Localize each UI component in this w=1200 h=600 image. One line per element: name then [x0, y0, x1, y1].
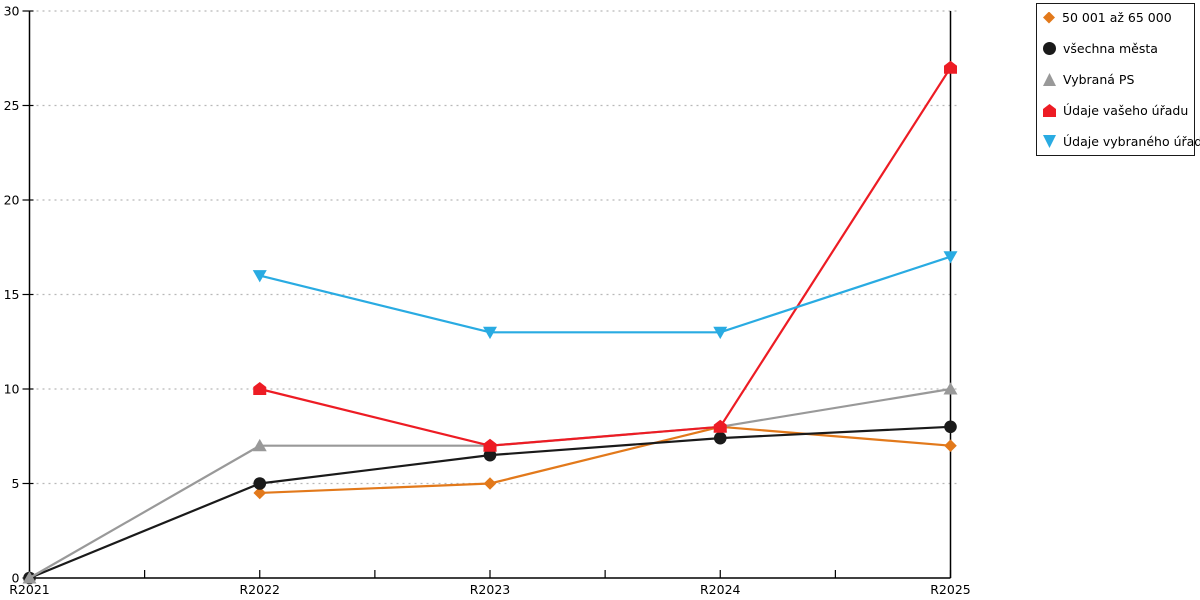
legend-label: Údaje vašeho úřadu — [1063, 103, 1189, 118]
triangle-down-icon — [1043, 135, 1056, 148]
pentagon-icon — [1043, 104, 1056, 117]
svg-text:5: 5 — [12, 476, 20, 491]
diamond-icon — [1043, 11, 1055, 24]
svg-text:0: 0 — [12, 571, 20, 586]
svg-text:R2024: R2024 — [700, 582, 741, 597]
legend-item: všechna města — [1043, 42, 1188, 55]
legend-label: všechna města — [1063, 41, 1158, 56]
svg-text:20: 20 — [4, 193, 20, 208]
legend-label: Vybraná PS — [1063, 72, 1135, 87]
svg-text:R2021: R2021 — [9, 582, 50, 597]
svg-text:R2025: R2025 — [930, 582, 971, 597]
svg-text:15: 15 — [4, 287, 20, 302]
legend-item: Vybraná PS — [1043, 73, 1188, 86]
triangle-up-icon — [1043, 73, 1056, 86]
legend: 50 001 až 65 000 všechna města Vybraná P… — [1036, 3, 1200, 156]
line-chart-plot: 0 5 10 15 20 25 30 R2021 R2022 R2023 R2024 R2025 — [4, 4, 971, 598]
svg-text:10: 10 — [4, 382, 20, 397]
legend-label: Údaje vybraného úřadu — [1063, 134, 1200, 149]
legend-label: 50 001 až 65 000 — [1062, 10, 1172, 25]
svg-text:25: 25 — [4, 98, 20, 113]
circle-icon — [1043, 42, 1056, 55]
svg-text:R2022: R2022 — [240, 582, 281, 597]
legend-item: 50 001 až 65 000 — [1043, 11, 1188, 24]
legend-item: Údaje vybraného úřadu — [1043, 135, 1200, 148]
legend-item: Údaje vašeho úřadu — [1043, 104, 1188, 117]
svg-text:R2023: R2023 — [470, 582, 511, 597]
svg-text:30: 30 — [4, 4, 20, 19]
